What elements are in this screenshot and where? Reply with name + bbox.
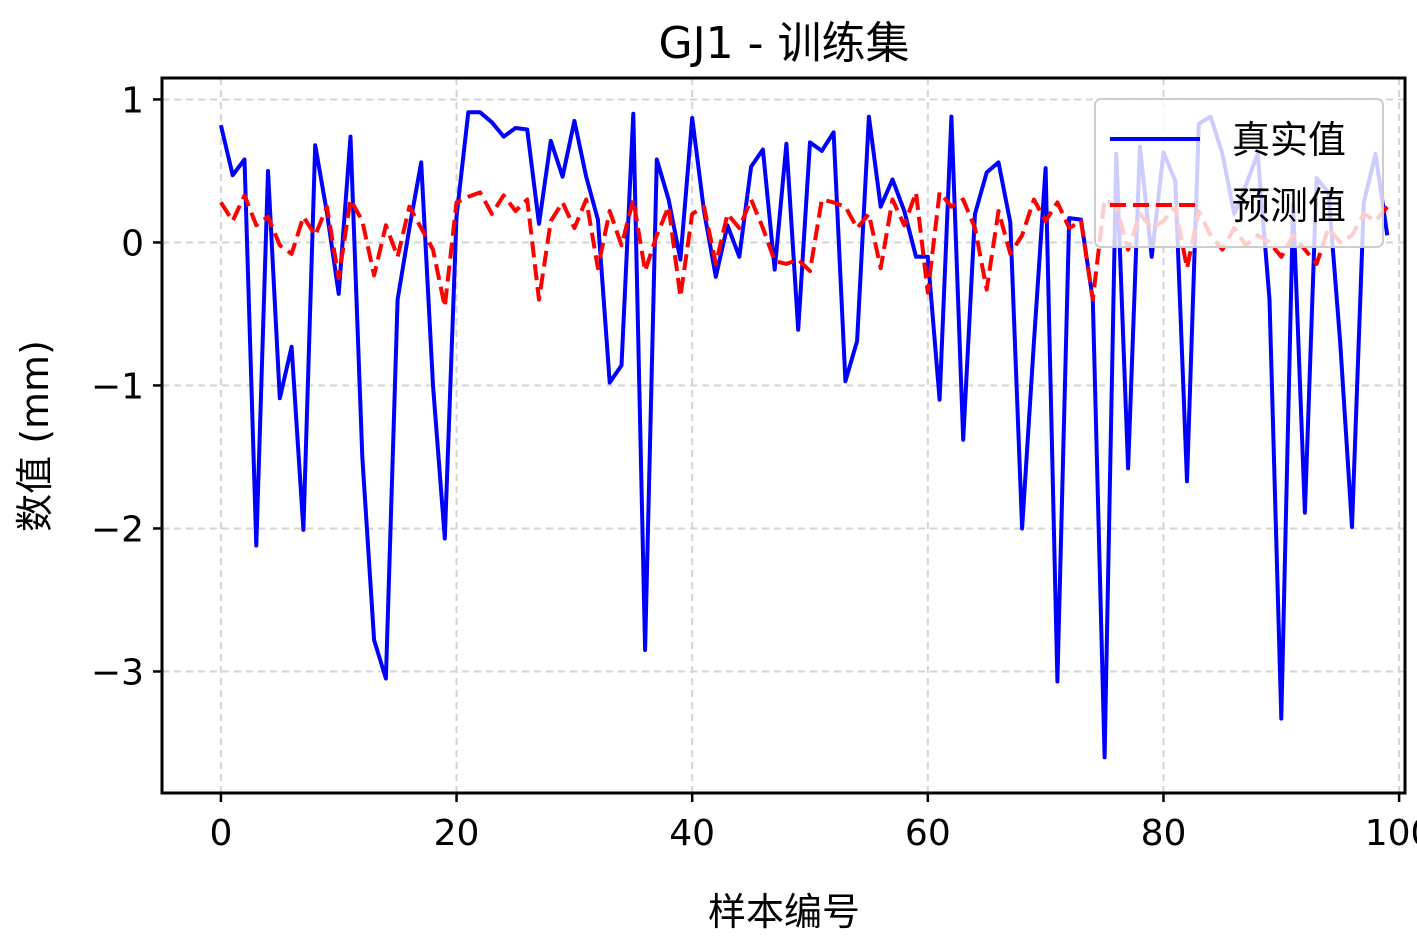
legend-label-actual: 真实值 xyxy=(1232,118,1346,162)
y-axis-label: 数值 (mm) xyxy=(13,340,57,532)
chart-title: GJ1 - 训练集 xyxy=(659,18,910,69)
y-tick-label: −1 xyxy=(91,366,144,407)
x-tick-label: 0 xyxy=(209,813,232,854)
x-axis-ticks: 0 20 40 60 80 100 xyxy=(209,793,1417,854)
legend: 真实值 预测值 xyxy=(1094,98,1384,248)
x-tick-label: 60 xyxy=(905,813,951,854)
plot-frame xyxy=(160,76,1407,795)
x-axis-label: 样本编号 xyxy=(708,890,860,934)
x-tick-label: 20 xyxy=(434,813,480,854)
y-tick-label: 1 xyxy=(121,80,144,121)
x-tick-label: 40 xyxy=(669,813,715,854)
y-tick-label: 0 xyxy=(121,223,144,264)
legend-box xyxy=(1094,98,1384,248)
y-tick-label: −3 xyxy=(91,652,144,693)
legend-label-predicted: 预测值 xyxy=(1232,184,1346,228)
series-line-actual xyxy=(218,110,1390,760)
x-tick-label: 100 xyxy=(1365,813,1417,854)
x-tick-label: 80 xyxy=(1141,813,1187,854)
y-tick-label: −2 xyxy=(91,509,144,550)
y-axis-ticks: 1 0 −1 −2 −3 xyxy=(91,80,162,693)
